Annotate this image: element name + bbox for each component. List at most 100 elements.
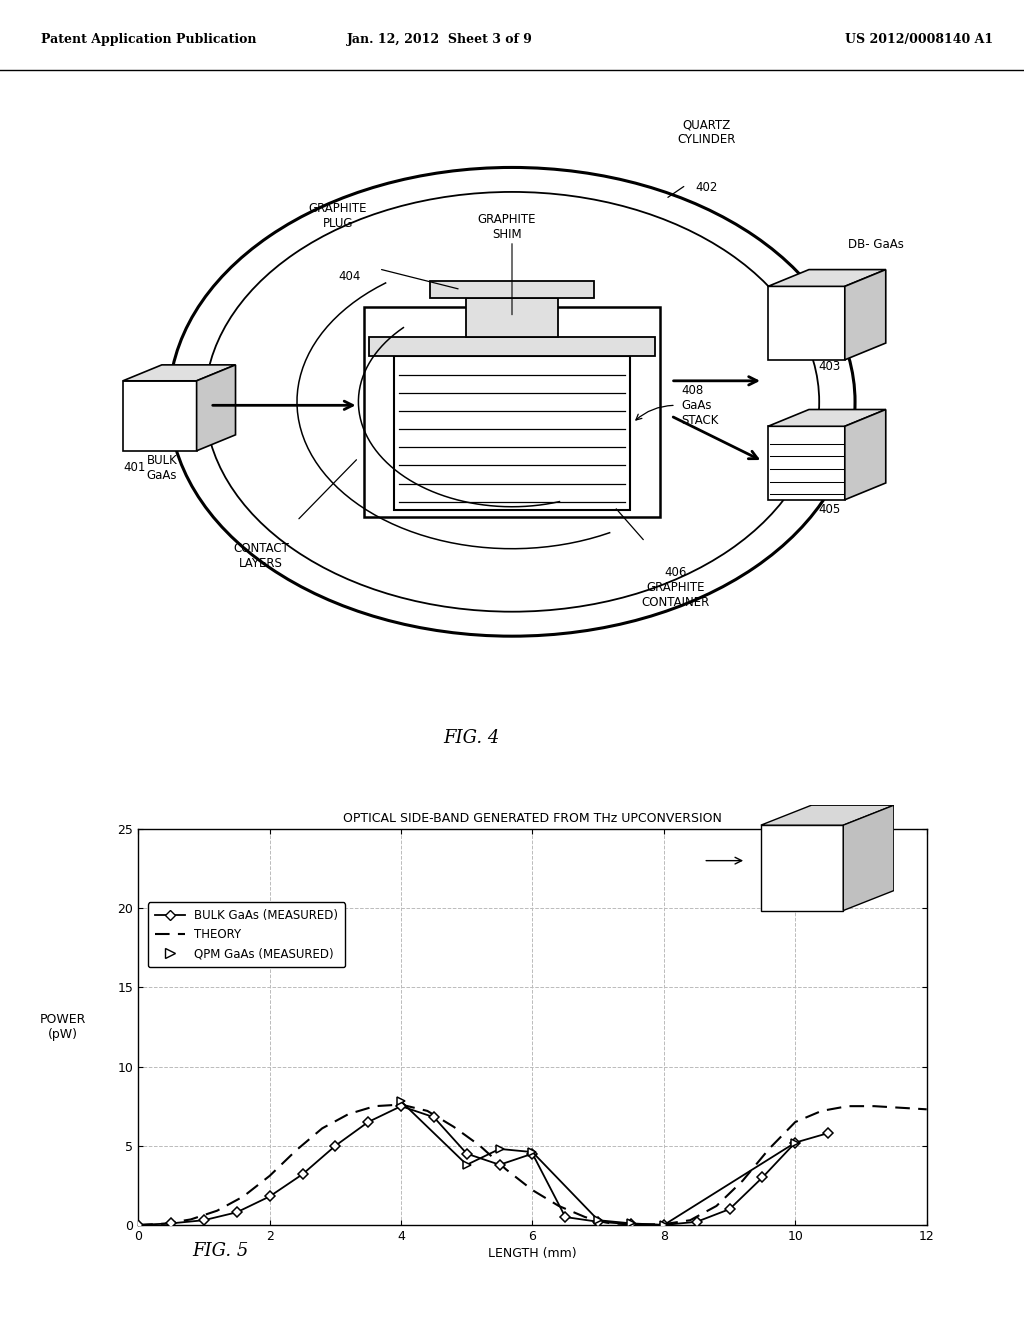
Legend: BULK GaAs (MEASURED), THEORY, QPM GaAs (MEASURED): BULK GaAs (MEASURED), THEORY, QPM GaAs (… xyxy=(148,902,345,968)
QPM GaAs (MEASURED) xyxy=(625,1216,637,1232)
Bar xyxy=(466,298,558,337)
THEORY xyxy=(159,1216,171,1232)
BULK GaAs (MEASURED) xyxy=(230,1204,243,1220)
QPM GaAs (MEASURED) xyxy=(395,1093,408,1109)
Text: 404: 404 xyxy=(338,271,360,284)
Text: 401: 401 xyxy=(123,461,145,474)
Polygon shape xyxy=(844,805,894,911)
Text: Patent Application Publication: Patent Application Publication xyxy=(41,33,256,46)
QPM GaAs (MEASURED) xyxy=(526,1144,539,1160)
THEORY xyxy=(474,1138,486,1154)
BULK GaAs (MEASURED) xyxy=(296,1167,308,1183)
Polygon shape xyxy=(197,364,236,451)
THEORY xyxy=(395,1097,408,1113)
QPM GaAs (MEASURED) xyxy=(657,1217,670,1233)
Polygon shape xyxy=(845,269,886,360)
THEORY xyxy=(263,1168,275,1184)
Title: OPTICAL SIDE-BAND GENERATED FROM THz UPCONVERSION: OPTICAL SIDE-BAND GENERATED FROM THz UPC… xyxy=(343,812,722,825)
QPM GaAs (MEASURED) xyxy=(494,1140,506,1156)
Polygon shape xyxy=(768,409,886,426)
BULK GaAs (MEASURED) xyxy=(559,1209,571,1225)
Polygon shape xyxy=(123,364,236,380)
THEORY xyxy=(657,1216,670,1232)
Polygon shape xyxy=(123,380,197,451)
Text: DB- GaAs: DB- GaAs xyxy=(848,239,903,251)
THEORY xyxy=(316,1121,329,1137)
Bar xyxy=(430,281,594,298)
THEORY xyxy=(736,1172,749,1188)
THEORY xyxy=(894,1100,906,1115)
THEORY xyxy=(842,1098,854,1114)
THEORY xyxy=(711,1199,723,1214)
THEORY xyxy=(211,1203,223,1218)
Line: THEORY: THEORY xyxy=(138,1105,927,1225)
THEORY xyxy=(921,1101,933,1117)
QPM GaAs (MEASURED) xyxy=(592,1212,604,1228)
BULK GaAs (MEASURED) xyxy=(822,1125,835,1140)
QPM GaAs (MEASURED) xyxy=(790,1135,802,1151)
THEORY xyxy=(790,1114,802,1130)
Text: POWER
(pW): POWER (pW) xyxy=(40,1012,86,1041)
Line: QPM GaAs (MEASURED): QPM GaAs (MEASURED) xyxy=(397,1097,800,1229)
Text: 406
GRAPHITE
CONTAINER: 406 GRAPHITE CONTAINER xyxy=(642,566,710,610)
THEORY xyxy=(763,1140,775,1156)
Text: 408
GaAs
STACK: 408 GaAs STACK xyxy=(681,384,718,426)
BULK GaAs (MEASURED) xyxy=(494,1156,506,1172)
Line: BULK GaAs (MEASURED): BULK GaAs (MEASURED) xyxy=(135,1102,831,1229)
Bar xyxy=(394,356,630,511)
Bar xyxy=(369,337,655,356)
BULK GaAs (MEASURED) xyxy=(362,1114,375,1130)
Text: GRAPHITE
SHIM: GRAPHITE SHIM xyxy=(477,213,537,242)
Text: QUARTZ
CYLINDER: QUARTZ CYLINDER xyxy=(677,119,736,147)
THEORY xyxy=(369,1098,381,1114)
BULK GaAs (MEASURED) xyxy=(790,1135,802,1151)
THEORY xyxy=(238,1188,250,1204)
Text: FIG. 5: FIG. 5 xyxy=(191,1242,249,1261)
Text: Jan. 12, 2012  Sheet 3 of 9: Jan. 12, 2012 Sheet 3 of 9 xyxy=(347,33,534,46)
Polygon shape xyxy=(768,286,845,360)
Polygon shape xyxy=(761,825,844,911)
BULK GaAs (MEASURED) xyxy=(625,1216,637,1232)
Text: BULK
GaAs: BULK GaAs xyxy=(146,454,177,482)
Bar xyxy=(364,308,660,517)
QPM GaAs (MEASURED) xyxy=(461,1156,473,1172)
BULK GaAs (MEASURED) xyxy=(757,1170,769,1185)
Text: 403: 403 xyxy=(818,360,841,372)
BULK GaAs (MEASURED) xyxy=(198,1212,210,1228)
THEORY xyxy=(447,1119,460,1135)
BULK GaAs (MEASURED) xyxy=(263,1188,275,1204)
BULK GaAs (MEASURED) xyxy=(132,1217,144,1233)
THEORY xyxy=(184,1212,197,1228)
THEORY xyxy=(815,1104,827,1119)
Text: 402: 402 xyxy=(695,181,718,194)
THEORY xyxy=(132,1217,144,1233)
Text: US 2012/0008140 A1: US 2012/0008140 A1 xyxy=(845,33,993,46)
BULK GaAs (MEASURED) xyxy=(657,1217,670,1233)
BULK GaAs (MEASURED) xyxy=(165,1216,177,1232)
THEORY xyxy=(605,1216,617,1232)
THEORY xyxy=(579,1209,591,1225)
Polygon shape xyxy=(768,269,886,286)
Text: CONTACT
LAYERS: CONTACT LAYERS xyxy=(233,541,289,570)
THEORY xyxy=(684,1212,696,1228)
BULK GaAs (MEASURED) xyxy=(690,1214,702,1230)
THEORY xyxy=(500,1162,512,1177)
THEORY xyxy=(592,1213,604,1229)
THEORY xyxy=(632,1217,644,1233)
THEORY xyxy=(290,1143,302,1159)
Polygon shape xyxy=(761,805,894,825)
BULK GaAs (MEASURED) xyxy=(428,1109,440,1125)
Text: GRAPHITE
PLUG: GRAPHITE PLUG xyxy=(308,202,368,231)
X-axis label: LENGTH (mm): LENGTH (mm) xyxy=(488,1247,577,1261)
BULK GaAs (MEASURED) xyxy=(526,1146,539,1162)
THEORY xyxy=(868,1098,881,1114)
BULK GaAs (MEASURED) xyxy=(592,1214,604,1230)
BULK GaAs (MEASURED) xyxy=(330,1138,342,1154)
THEORY xyxy=(421,1104,433,1119)
Polygon shape xyxy=(845,409,886,500)
BULK GaAs (MEASURED) xyxy=(395,1098,408,1114)
THEORY xyxy=(553,1199,565,1214)
BULK GaAs (MEASURED) xyxy=(461,1146,473,1162)
Text: FIG. 4: FIG. 4 xyxy=(442,729,500,747)
THEORY xyxy=(526,1183,539,1199)
